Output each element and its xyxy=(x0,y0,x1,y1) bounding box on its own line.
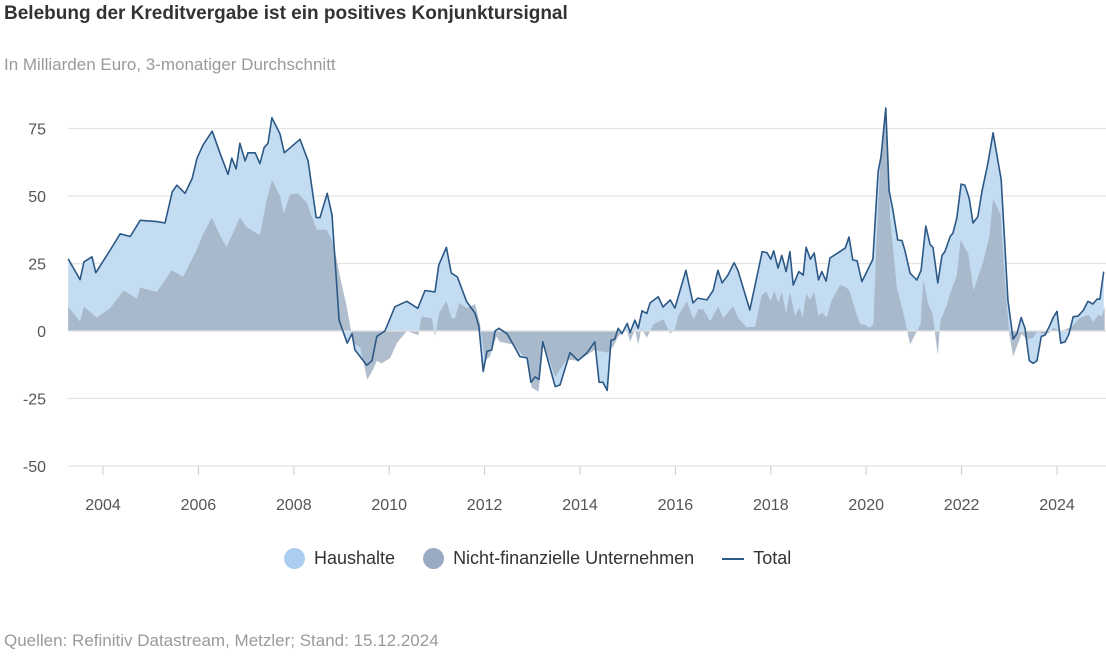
area-nicht-finanzielle-unternehmen xyxy=(68,109,1105,392)
legend-item-nfu[interactable]: Nicht-finanzielle Unternehmen xyxy=(423,548,694,569)
line-total xyxy=(67,107,1105,392)
x-tick-label: 2006 xyxy=(181,497,217,514)
legend-swatch-nfu xyxy=(423,548,445,569)
chart-subtitle: In Milliarden Euro, 3-monatiger Durchsch… xyxy=(4,55,336,74)
x-tick-label: 2016 xyxy=(658,497,694,514)
x-tick-label: 2010 xyxy=(371,497,407,514)
x-tick-label: 2018 xyxy=(753,497,789,514)
y-tick-label: 25 xyxy=(28,257,46,274)
x-tick-label: 2022 xyxy=(944,497,980,514)
source-note: Quellen: Refinitiv Datastream, Metzler; … xyxy=(4,631,439,650)
legend-swatch-haushalte xyxy=(284,548,305,569)
x-tick-label: 2008 xyxy=(276,497,312,514)
y-tick-label: -25 xyxy=(23,392,46,409)
legend-label: Haushalte xyxy=(314,548,396,568)
legend-label: Total xyxy=(753,548,792,568)
x-tick-label: 2004 xyxy=(85,497,121,514)
y-tick-label: 0 xyxy=(37,324,46,341)
x-tick-label: 2014 xyxy=(562,497,598,514)
y-tick-label: 50 xyxy=(28,189,46,206)
legend-item-total[interactable]: Total xyxy=(722,548,791,569)
x-tick-label: 2012 xyxy=(467,497,503,514)
y-tick-label: -50 xyxy=(23,459,46,476)
legend: Haushalte Nicht-finanzielle Unternehmen … xyxy=(284,548,819,569)
legend-swatch-total xyxy=(722,557,745,560)
x-tick-label: 2020 xyxy=(848,497,884,514)
x-tick-label: 2024 xyxy=(1039,497,1075,514)
chart-plot: 75 50 25 0 -25 -50 2004 2006 2008 2010 2012 2014 201… xyxy=(23,107,1106,514)
y-tick-label: 75 xyxy=(28,122,46,139)
legend-label: Nicht-finanzielle Unternehmen xyxy=(453,548,695,568)
legend-item-haushalte[interactable]: Haushalte xyxy=(284,548,395,569)
chart-title: Belebung der Kreditvergabe ist ein posit… xyxy=(4,3,568,24)
